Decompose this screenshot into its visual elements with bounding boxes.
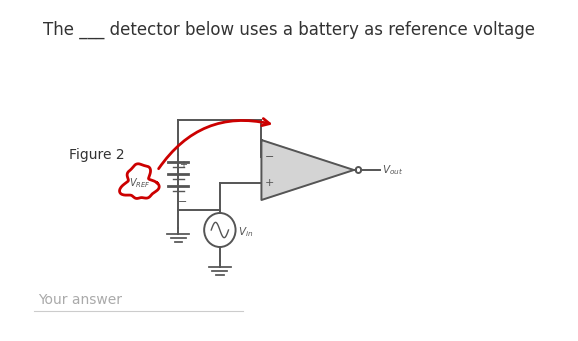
- Text: $V_{in}$: $V_{in}$: [238, 225, 254, 239]
- Text: Your answer: Your answer: [38, 293, 122, 307]
- Text: The ___ detector below uses a battery as reference voltage: The ___ detector below uses a battery as…: [43, 21, 535, 39]
- Text: −: −: [178, 197, 188, 207]
- Text: Figure 2: Figure 2: [69, 148, 125, 162]
- Text: +: +: [265, 178, 275, 188]
- Text: $V_{out}$: $V_{out}$: [381, 163, 403, 177]
- FancyArrowPatch shape: [158, 119, 269, 169]
- Text: $V_{REF}$: $V_{REF}$: [129, 176, 150, 190]
- Polygon shape: [261, 140, 354, 200]
- Text: −: −: [265, 152, 275, 162]
- Text: +: +: [179, 160, 187, 170]
